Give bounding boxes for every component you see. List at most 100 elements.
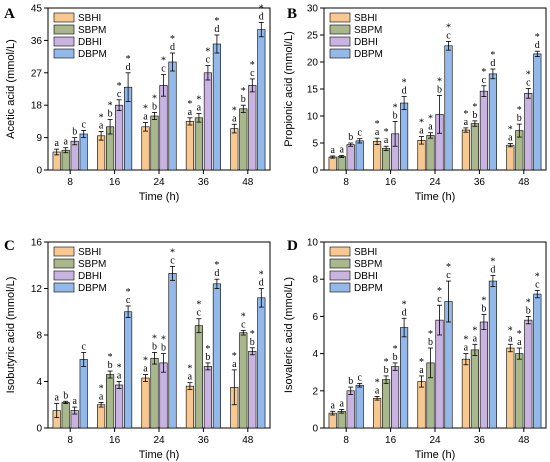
significance-letter: c [126, 295, 131, 306]
significance-star: * [419, 118, 424, 129]
significance-star: * [428, 329, 433, 340]
significance-letter: a [508, 133, 513, 144]
y-tick-label: 8 [36, 331, 42, 342]
significance-letter: b [472, 110, 477, 121]
bar-sbhi [328, 156, 337, 171]
bar-dbhi [70, 140, 79, 171]
bar-sbpm [382, 379, 391, 429]
x-tick-label: 8 [343, 435, 349, 446]
significance-letter: b [526, 305, 531, 316]
bar-dbpm [168, 61, 177, 171]
significance-star: * [384, 127, 389, 138]
bar-sbpm [239, 108, 248, 171]
bar-dbpm [355, 384, 364, 429]
significance-letter: a [464, 117, 469, 128]
significance-star: * [384, 357, 389, 368]
significance-star: * [428, 114, 433, 125]
bar-sbhi [461, 129, 470, 171]
bar-dbhi [203, 366, 212, 429]
bar-sbpm [382, 148, 391, 171]
legend-label: SBHI [78, 247, 101, 258]
y-tick-label: 8 [312, 275, 318, 286]
x-tick-label: 24 [429, 177, 441, 188]
legend-swatch-dbhi [329, 36, 351, 47]
significance-star: * [375, 119, 380, 130]
bar-dbpm [168, 273, 177, 429]
significance-star: * [490, 50, 495, 61]
bar-dbpm [124, 311, 133, 429]
y-tick-label: 15 [307, 85, 319, 96]
significance-star: * [463, 335, 468, 346]
legend-label: DBHI [354, 37, 378, 48]
x-tick-label: 48 [518, 177, 530, 188]
bar-sbpm [239, 332, 248, 429]
significance-letter: a [375, 385, 380, 396]
bar-dbhi [346, 144, 355, 171]
x-tick-label: 48 [518, 435, 530, 446]
significance-star: * [526, 69, 531, 80]
bar-sbpm [337, 156, 346, 171]
significance-letter: a [473, 333, 478, 344]
significance-star: * [170, 247, 175, 258]
significance-star: * [375, 377, 380, 388]
significance-letter: b [393, 110, 398, 121]
significance-letter: a [464, 343, 469, 354]
significance-star: * [232, 105, 237, 116]
significance-star: * [241, 86, 246, 97]
significance-letter: b [428, 337, 433, 348]
significance-star: * [161, 335, 166, 346]
bar-dbhi [248, 85, 257, 171]
y-tick-label: 2 [312, 386, 318, 397]
panel-letter: B [287, 6, 297, 22]
bar-sbpm [106, 374, 115, 429]
significance-letter: b [384, 365, 389, 376]
significance-letter: a [508, 333, 513, 344]
significance-letter: a [197, 102, 202, 113]
legend-label: SBHI [78, 13, 101, 24]
significance-letter: a [54, 138, 59, 149]
significance-star: * [393, 344, 398, 355]
significance-letter: a [428, 122, 433, 133]
bar-dbpm [488, 73, 497, 171]
significance-letter: d [490, 264, 495, 275]
x-tick-label: 16 [385, 177, 397, 188]
significance-star: * [196, 94, 201, 105]
legend-swatch-dbpm [329, 282, 351, 293]
significance-letter: a [232, 359, 237, 370]
bar-dbhi [159, 362, 168, 429]
significance-star: * [526, 297, 531, 308]
significance-letter: d [402, 86, 407, 97]
significance-letter: b [517, 113, 522, 124]
bar-dbpm [400, 102, 409, 171]
significance-star: * [152, 333, 157, 344]
y-tick-label: 25 [307, 31, 319, 42]
significance-letter: c [535, 279, 540, 290]
significance-letter: b [161, 343, 166, 354]
significance-letter: c [357, 372, 362, 383]
significance-star: * [170, 34, 175, 45]
legend-label: SBPM [78, 259, 106, 270]
y-tick-label: 10 [307, 112, 319, 123]
significance-star: * [250, 60, 255, 71]
bar-sbpm [337, 410, 346, 429]
x-tick-label: 24 [153, 435, 165, 446]
legend-label: SBPM [78, 25, 106, 36]
y-tick-label: 0 [36, 424, 42, 435]
y-tick-label: 45 [31, 4, 43, 15]
significance-star: * [259, 270, 264, 281]
bar-sbhi [417, 381, 426, 429]
bar-dbpm [212, 43, 221, 171]
significance-letter: a [99, 120, 104, 131]
x-tick-label: 16 [109, 177, 121, 188]
bar-dbhi [115, 104, 124, 171]
bar-sbhi [373, 397, 382, 429]
significance-letter: d [490, 58, 495, 69]
bar-sbpm [61, 149, 70, 171]
legend-swatch-sbpm [329, 258, 351, 269]
significance-letter: a [117, 371, 122, 382]
significance-star: * [117, 81, 122, 92]
